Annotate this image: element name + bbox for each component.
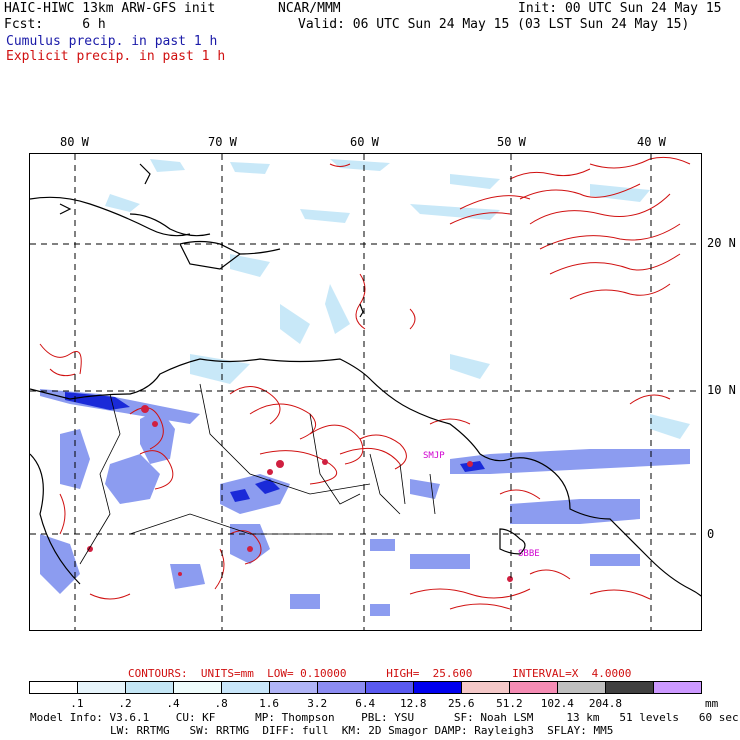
colorbar-unit: mm [705,697,719,710]
cumulus-label: Cumulus precip. in past 1 h [6,34,218,49]
valid-time: Valid: 06 UTC Sun 24 May 15 (03 LST Sun … [298,17,690,32]
colorbar-tick-label: 25.6 [448,697,475,710]
colorbar-swatch [366,682,414,693]
cumulus-precip-areas [40,389,690,616]
lon-label-80w: 80 W [60,135,89,149]
colorbar-tick-label: .4 [166,697,180,710]
colorbar-swatch [126,682,174,693]
explicit-precip-contours [39,156,691,610]
country-borders [79,383,436,565]
colorbar-swatch [222,682,270,693]
colorbar-tick-label: 204.8 [588,697,622,710]
colorbar [29,681,702,694]
lat-lon-grid [30,154,701,630]
colorbar-tick-label: 12.8 [399,697,427,710]
colorbar-tick-label: 6.4 [355,697,376,710]
model-title: HAIC-HIWC 13km ARW-GFS init [4,1,216,16]
station-label: SMJP [423,451,445,461]
org-label: NCAR/MMM [278,1,341,16]
lon-label-70w: 70 W [208,135,237,149]
colorbar-tick-label: 1.6 [259,697,280,710]
lat-label-10n: 10 N [707,383,736,397]
lon-label-40w: 40 W [637,135,666,149]
model-info-line1: Model Info: V3.6.1 CU: KF MP: Thompson P… [30,711,739,724]
intense-cumulus-cells [65,392,485,502]
map-canvas [30,154,701,630]
lat-label-0: 0 [707,527,715,541]
colorbar-tick-label: .2 [118,697,132,710]
colorbar-swatch [462,682,510,693]
colorbar-swatch [558,682,606,693]
colorbar-swatch [30,682,78,693]
colorbar-swatch [414,682,462,693]
colorbar-swatch [606,682,654,693]
intense-explicit-cells [87,405,513,582]
colorbar-swatch [174,682,222,693]
coastlines [30,163,701,597]
contours-label: CONTOURS: UNITS=mm LOW= 0.10000 HIGH= 25… [128,667,632,680]
forecast-hour: Fcst: 6 h [4,17,106,32]
colorbar-swatch [270,682,318,693]
colorbar-tick-label: 102.4 [540,697,574,710]
light-precip-areas [105,159,690,439]
colorbar-tick-label: .8 [214,697,228,710]
lon-label-50w: 50 W [497,135,526,149]
lon-label-60w: 60 W [350,135,379,149]
colorbar-tick-label: .1 [70,697,84,710]
colorbar-tick-label: 51.2 [496,697,523,710]
colorbar-swatch [318,682,366,693]
lat-label-20n: 20 N [707,236,736,250]
station-label: SBBE [518,549,540,559]
colorbar-swatch [78,682,126,693]
explicit-label: Explicit precip. in past 1 h [6,49,226,64]
init-time: Init: 00 UTC Sun 24 May 15 [518,1,722,16]
colorbar-swatch [510,682,558,693]
colorbar-tick-label: 3.2 [307,697,328,710]
model-info-line2: LW: RRTMG SW: RRTMG DIFF: full KM: 2D Sm… [110,724,614,737]
precip-map: SMJP SBBE [29,153,702,631]
colorbar-swatch [654,682,701,693]
